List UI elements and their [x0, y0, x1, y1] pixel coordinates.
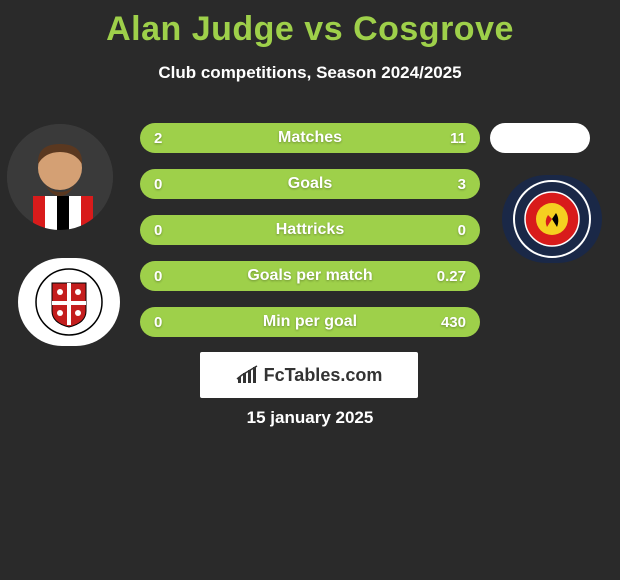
- stat-label: Goals per match: [247, 267, 372, 285]
- stat-right-value: 0.27: [437, 268, 466, 285]
- stats-panel: 2 Matches 11 0 Goals 3 0 Hattricks 0 0 G…: [140, 123, 480, 353]
- brand-text: FcTables.com: [264, 365, 383, 386]
- stat-left-value: 2: [154, 130, 162, 147]
- vs-text: vs: [294, 10, 353, 48]
- comparison-card: Alan Judge vs Cosgrove Club competitions…: [0, 0, 620, 580]
- club-right-badge: [502, 175, 602, 263]
- stat-label: Min per goal: [263, 313, 357, 331]
- club-left-badge: [18, 258, 120, 346]
- stat-row-matches: 2 Matches 11: [140, 123, 480, 153]
- brand-box: FcTables.com: [200, 352, 418, 398]
- stat-row-min-per-goal: 0 Min per goal 430: [140, 307, 480, 337]
- stat-label: Hattricks: [276, 221, 344, 239]
- stat-left-value: 0: [154, 314, 162, 331]
- subtitle: Club competitions, Season 2024/2025: [0, 63, 620, 83]
- player-right-name: Cosgrove: [353, 10, 514, 48]
- stat-label: Goals: [288, 175, 332, 193]
- brand-label: FcTables.com: [236, 365, 383, 386]
- page-title: Alan Judge vs Cosgrove: [0, 0, 620, 49]
- stat-right-value: 3: [458, 176, 466, 193]
- stat-row-goals: 0 Goals 3: [140, 169, 480, 199]
- stat-row-hattricks: 0 Hattricks 0: [140, 215, 480, 245]
- stat-left-value: 0: [154, 222, 162, 239]
- stat-right-value: 430: [441, 314, 466, 331]
- player-left-name: Alan Judge: [106, 10, 294, 48]
- stat-left-value: 0: [154, 176, 162, 193]
- stat-right-value: 11: [450, 130, 466, 147]
- player-left-avatar: [7, 124, 113, 230]
- stat-left-value: 0: [154, 268, 162, 285]
- stat-right-value: 0: [458, 222, 466, 239]
- stat-label: Matches: [278, 129, 342, 147]
- date-line: 15 january 2025: [0, 408, 620, 428]
- player-right-avatar-placeholder: [490, 123, 590, 153]
- stat-row-goals-per-match: 0 Goals per match 0.27: [140, 261, 480, 291]
- chart-icon: [236, 365, 260, 385]
